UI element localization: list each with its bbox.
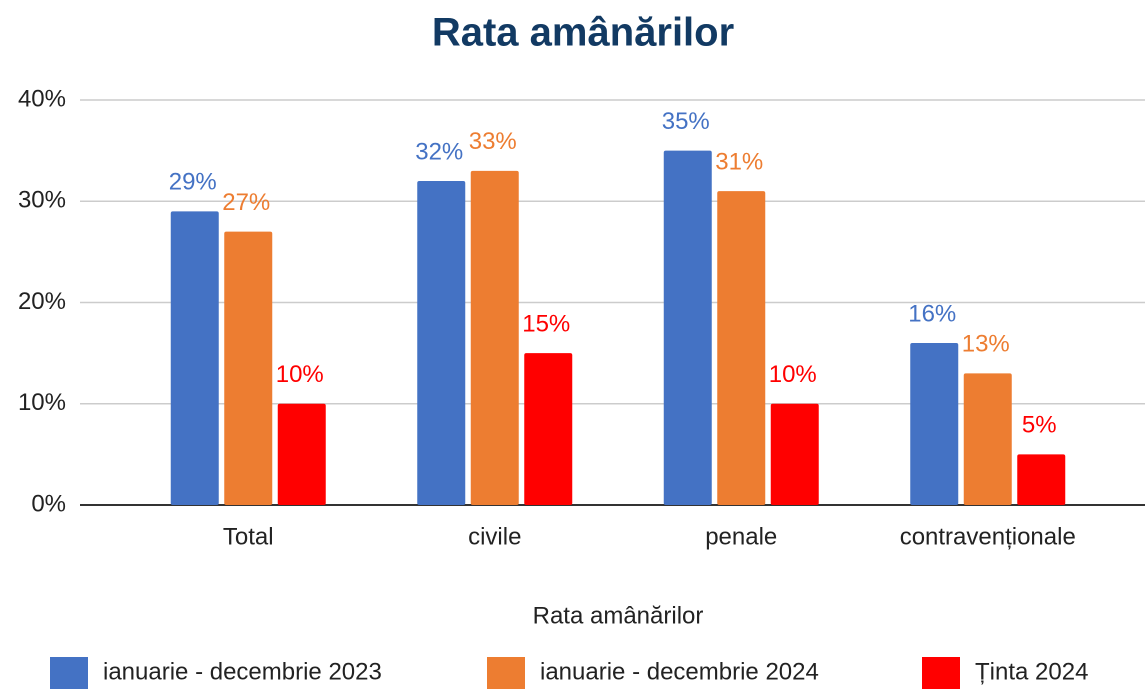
x-axis-title: Rata amânărilor [533, 602, 704, 629]
y-tick-label: 0% [31, 490, 66, 517]
legend-swatch [50, 657, 88, 689]
bar [717, 191, 766, 505]
y-tick-label: 30% [18, 187, 66, 214]
value-label: 13% [962, 331, 1010, 358]
value-label: 16% [908, 300, 956, 327]
bar [1017, 454, 1066, 505]
value-label: 33% [469, 128, 517, 155]
value-label: 32% [415, 138, 463, 165]
value-label: 10% [769, 361, 817, 388]
bar [524, 353, 573, 505]
legend-label: Ținta 2024 [975, 658, 1088, 685]
value-label: 15% [522, 310, 570, 337]
legend-swatch [487, 657, 525, 689]
legend-label: ianuarie - decembrie 2024 [540, 658, 819, 685]
y-tick-label: 20% [18, 288, 66, 315]
x-tick-label: contravenționale [900, 523, 1076, 550]
value-label: 29% [169, 169, 217, 196]
legend-swatch [922, 657, 960, 689]
y-tick-label: 10% [18, 389, 66, 416]
bar [663, 150, 712, 505]
value-label: 27% [222, 189, 270, 216]
value-label: 10% [276, 361, 324, 388]
x-tick-label: civile [468, 523, 521, 550]
chart-title: Rata amânărilor [432, 11, 734, 55]
bar [770, 403, 819, 505]
value-label: 31% [715, 148, 763, 175]
bar [277, 403, 326, 505]
y-tick-label: 40% [18, 85, 66, 112]
bar [417, 181, 466, 505]
x-tick-label: penale [705, 523, 777, 550]
bar [963, 373, 1012, 505]
legend-label: ianuarie - decembrie 2023 [103, 658, 382, 685]
x-tick-label: Total [223, 523, 274, 550]
value-label: 5% [1022, 412, 1057, 439]
value-label: 35% [662, 108, 710, 135]
bar [224, 231, 273, 505]
bar [470, 170, 519, 505]
bar [170, 211, 219, 505]
bar [910, 343, 959, 505]
